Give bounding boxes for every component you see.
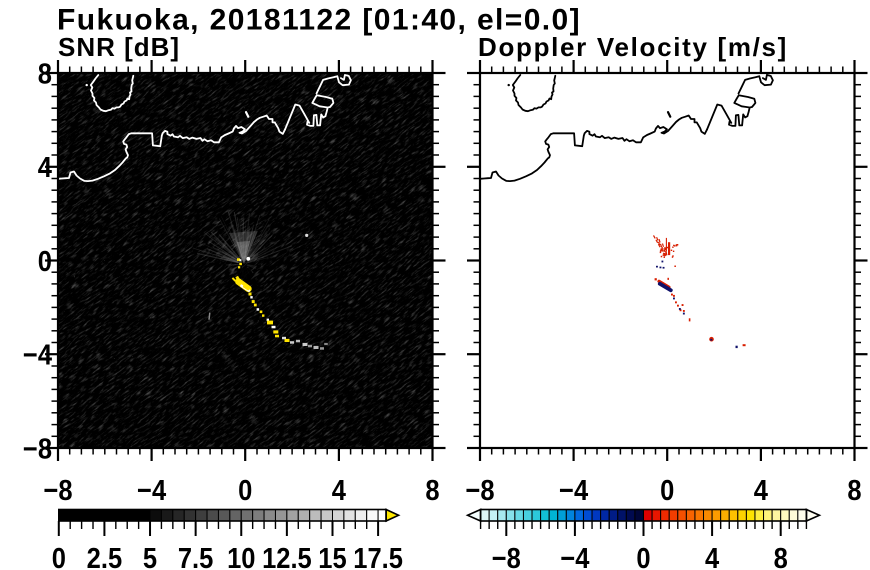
svg-text:0: 0 <box>52 541 66 570</box>
svg-text:−4: −4 <box>23 338 53 371</box>
svg-text:−8: −8 <box>23 432 52 465</box>
svg-text:0: 0 <box>238 473 252 506</box>
svg-text:5: 5 <box>143 541 157 570</box>
svg-text:−8: −8 <box>492 541 521 570</box>
svg-text:8: 8 <box>425 473 439 506</box>
svg-text:0: 0 <box>38 244 52 277</box>
svg-text:Fukuoka, 20181122 [01:40, el=0: Fukuoka, 20181122 [01:40, el=0.0] <box>57 4 581 37</box>
svg-text:4: 4 <box>705 541 720 570</box>
svg-text:−4: −4 <box>560 541 590 570</box>
svg-text:17.5: 17.5 <box>353 541 403 570</box>
svg-text:Doppler Velocity [m/s]: Doppler Velocity [m/s] <box>478 32 788 62</box>
svg-text:8: 8 <box>847 473 861 506</box>
svg-text:2.5: 2.5 <box>87 541 122 570</box>
svg-text:0: 0 <box>660 473 674 506</box>
svg-text:12.5: 12.5 <box>262 541 312 570</box>
svg-text:−8: −8 <box>43 473 72 506</box>
svg-text:SNR [dB]: SNR [dB] <box>58 32 180 62</box>
svg-text:7.5: 7.5 <box>178 541 213 570</box>
svg-text:4: 4 <box>332 473 347 506</box>
svg-text:4: 4 <box>38 151 53 184</box>
svg-text:−4: −4 <box>137 473 167 506</box>
svg-text:8: 8 <box>774 541 788 570</box>
svg-text:10: 10 <box>227 541 255 570</box>
svg-text:−4: −4 <box>559 473 589 506</box>
svg-text:15: 15 <box>318 541 346 570</box>
svg-text:−8: −8 <box>465 473 494 506</box>
svg-text:8: 8 <box>38 57 52 90</box>
svg-text:0: 0 <box>636 541 650 570</box>
svg-text:4: 4 <box>754 473 769 506</box>
